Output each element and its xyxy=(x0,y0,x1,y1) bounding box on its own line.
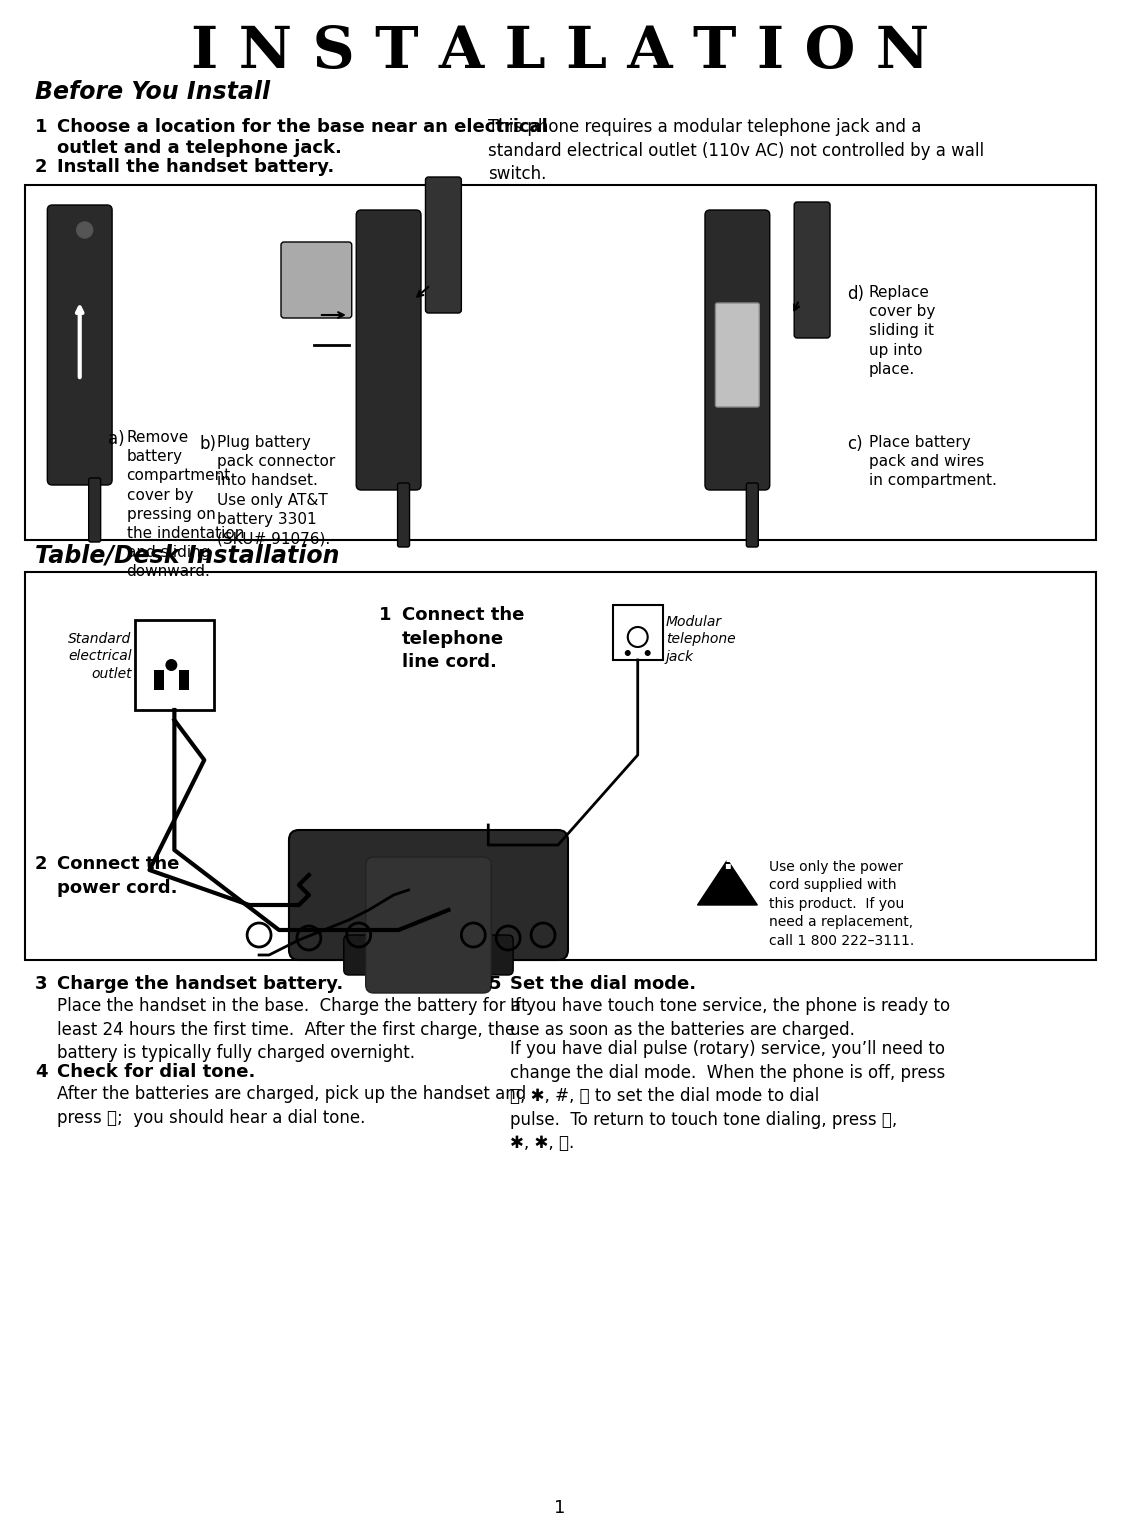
Text: b): b) xyxy=(199,435,216,453)
Bar xyxy=(25,185,1096,540)
Circle shape xyxy=(645,650,650,656)
Circle shape xyxy=(165,659,178,671)
Text: Place the handset in the base.  Charge the battery for at
least 24 hours the fir: Place the handset in the base. Charge th… xyxy=(56,996,528,1062)
FancyBboxPatch shape xyxy=(344,935,513,975)
Text: Use only the power
cord supplied with
this product.  If you
need a replacement,
: Use only the power cord supplied with th… xyxy=(770,861,915,948)
Text: Charge the handset battery.: Charge the handset battery. xyxy=(56,975,343,993)
Text: Place battery
pack and wires
in compartment.: Place battery pack and wires in compartm… xyxy=(868,435,997,488)
FancyBboxPatch shape xyxy=(716,304,759,407)
Circle shape xyxy=(76,221,92,238)
Text: 1: 1 xyxy=(379,606,391,624)
Text: Choose a location for the base near an electrical
outlet and a telephone jack.: Choose a location for the base near an e… xyxy=(56,118,548,157)
Text: Connect the
telephone
line cord.: Connect the telephone line cord. xyxy=(402,606,524,671)
Text: !: ! xyxy=(721,847,734,874)
FancyBboxPatch shape xyxy=(357,211,421,490)
Text: Install the handset battery.: Install the handset battery. xyxy=(56,159,334,175)
FancyBboxPatch shape xyxy=(705,211,770,490)
Circle shape xyxy=(628,627,648,647)
Circle shape xyxy=(624,650,631,656)
Polygon shape xyxy=(698,861,757,905)
Text: Before You Install: Before You Install xyxy=(35,79,270,104)
Text: I N S T A L L A T I O N: I N S T A L L A T I O N xyxy=(191,24,929,79)
Text: Table/Desk Installation: Table/Desk Installation xyxy=(35,543,340,568)
FancyBboxPatch shape xyxy=(366,858,492,993)
Bar xyxy=(613,604,663,661)
FancyBboxPatch shape xyxy=(281,243,352,317)
Text: Connect the
power cord.: Connect the power cord. xyxy=(56,855,179,897)
Text: d): d) xyxy=(847,285,864,304)
FancyBboxPatch shape xyxy=(425,177,461,313)
Text: Remove
battery
compartment
cover by
pressing on
the indentation
and sliding
down: Remove battery compartment cover by pres… xyxy=(126,430,244,580)
Text: c): c) xyxy=(847,435,863,453)
FancyBboxPatch shape xyxy=(397,484,410,546)
Text: Modular
telephone
jack: Modular telephone jack xyxy=(666,615,736,664)
Text: Standard
electrical
outlet: Standard electrical outlet xyxy=(68,632,132,681)
Text: a): a) xyxy=(108,430,124,449)
Text: If you have touch tone service, the phone is ready to
use as soon as the batteri: If you have touch tone service, the phon… xyxy=(510,996,951,1039)
Text: 4: 4 xyxy=(35,1064,47,1080)
Bar xyxy=(25,572,1096,960)
FancyBboxPatch shape xyxy=(289,830,568,960)
Bar xyxy=(179,670,189,690)
Text: 5: 5 xyxy=(488,975,501,993)
Text: 2: 2 xyxy=(35,855,47,873)
Text: Replace
cover by
sliding it
up into
place.: Replace cover by sliding it up into plac… xyxy=(868,285,935,377)
Text: This phone requires a modular telephone jack and a
standard electrical outlet (1: This phone requires a modular telephone … xyxy=(488,118,984,183)
Text: 1: 1 xyxy=(35,118,47,136)
Text: After the batteries are charged, pick up the handset and
press Ⓟ;  you should he: After the batteries are charged, pick up… xyxy=(56,1085,526,1126)
FancyBboxPatch shape xyxy=(89,478,100,542)
FancyBboxPatch shape xyxy=(794,201,830,337)
Text: 3: 3 xyxy=(35,975,47,993)
Text: Set the dial mode.: Set the dial mode. xyxy=(510,975,696,993)
Text: 2: 2 xyxy=(35,159,47,175)
Text: Plug battery
pack connector
into handset.
Use only AT&T
battery 3301
(SKU# 91076: Plug battery pack connector into handset… xyxy=(217,435,335,546)
Text: 1: 1 xyxy=(555,1499,566,1517)
FancyBboxPatch shape xyxy=(746,484,758,546)
Text: If you have dial pulse (rotary) service, you’ll need to
change the dial mode.  W: If you have dial pulse (rotary) service,… xyxy=(510,1041,945,1152)
Bar xyxy=(135,620,214,710)
Text: Check for dial tone.: Check for dial tone. xyxy=(56,1064,255,1080)
FancyBboxPatch shape xyxy=(47,204,112,485)
Bar xyxy=(154,670,164,690)
